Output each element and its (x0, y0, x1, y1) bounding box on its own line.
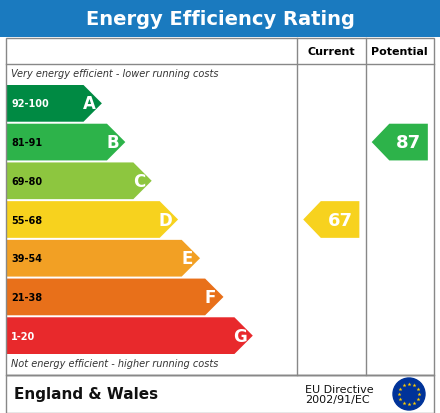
Text: 21-38: 21-38 (11, 292, 42, 302)
Bar (6, 39, 434, 375)
Text: 1-20: 1-20 (11, 331, 35, 341)
Text: Potential: Potential (371, 47, 428, 57)
Text: 81-91: 81-91 (11, 138, 42, 148)
Text: Very energy efficient - lower running costs: Very energy efficient - lower running co… (11, 69, 219, 79)
Polygon shape (6, 318, 253, 354)
Text: G: G (233, 327, 247, 345)
Text: Not energy efficient - higher running costs: Not energy efficient - higher running co… (11, 358, 218, 368)
Text: 69-80: 69-80 (11, 176, 42, 186)
Text: 92-100: 92-100 (11, 99, 49, 109)
Text: 55-68: 55-68 (11, 215, 42, 225)
Polygon shape (6, 240, 200, 277)
Text: A: A (83, 95, 95, 113)
Text: 2002/91/EC: 2002/91/EC (305, 394, 370, 404)
Text: D: D (158, 211, 172, 229)
Text: 39-54: 39-54 (11, 254, 42, 263)
Bar (6, 375, 434, 413)
Text: 87: 87 (396, 134, 421, 152)
Text: F: F (205, 288, 216, 306)
Text: C: C (133, 172, 145, 190)
Polygon shape (303, 202, 359, 238)
Text: 67: 67 (328, 211, 352, 229)
Polygon shape (6, 124, 125, 161)
Polygon shape (6, 86, 102, 122)
Circle shape (393, 378, 425, 410)
Polygon shape (6, 279, 224, 316)
Polygon shape (6, 163, 152, 199)
Bar (0, 0, 440, 38)
Text: Current: Current (308, 47, 355, 57)
Text: EU Directive: EU Directive (305, 384, 374, 394)
Text: England & Wales: England & Wales (14, 387, 158, 401)
Text: Energy Efficiency Rating: Energy Efficiency Rating (85, 9, 355, 28)
Polygon shape (6, 202, 178, 238)
Text: B: B (106, 134, 119, 152)
Text: E: E (182, 249, 193, 268)
Polygon shape (372, 124, 428, 161)
